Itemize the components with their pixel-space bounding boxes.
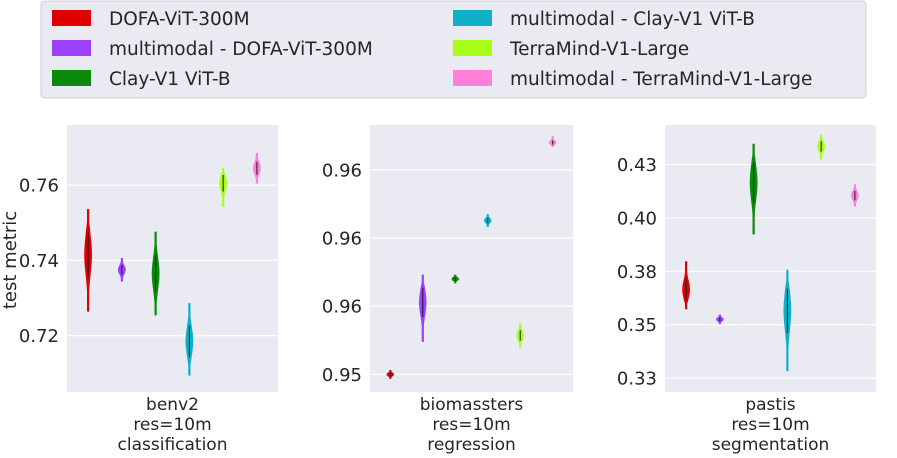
legend-label: multimodal - Clay-V1 ViT-B	[510, 9, 755, 30]
legend-label: TerraMind-V1-Large	[509, 39, 689, 60]
x-axis-label-line: benv2	[146, 395, 199, 415]
legend-item-multimodal-terramind-v1-large: multimodal - TerraMind-V1-Large	[453, 69, 812, 90]
x-axis-label-line: segmentation	[712, 435, 830, 455]
legend-item-multimodal-clay-v1-vit-b: multimodal - Clay-V1 ViT-B	[453, 9, 755, 30]
plot-area	[370, 125, 573, 392]
y-tick-label: 0.74	[19, 251, 59, 272]
y-tick-label: 0.43	[617, 155, 657, 176]
legend: DOFA-ViT-300M multimodal - DOFA-ViT-300M C…	[40, 0, 867, 99]
y-tick-label: 0.96	[322, 297, 362, 318]
legend-swatch	[453, 10, 492, 26]
legend-item-terramind-v1-large: TerraMind-V1-Large	[453, 39, 689, 60]
y-axis-label: test metric	[0, 211, 21, 309]
legend-label: multimodal - DOFA-ViT-300M	[109, 39, 373, 60]
panel-pastis: 0.33 0.35 0.38 0.40 0.43 pastisres=10msegment…	[617, 125, 876, 455]
x-axis-label-line: res=10m	[432, 415, 510, 435]
y-tick-label: 0.33	[617, 369, 657, 390]
legend-item-dofa-vit-300m: DOFA-ViT-300M	[52, 9, 250, 30]
legend-label: multimodal - TerraMind-V1-Large	[510, 69, 812, 90]
legend-swatch	[52, 70, 91, 86]
legend-swatch	[453, 40, 492, 56]
y-tick-label: 0.72	[19, 326, 59, 347]
plot-area	[665, 125, 876, 392]
y-tick-label: 0.96	[322, 160, 362, 181]
legend-swatch	[52, 10, 91, 26]
legend-item-multimodal-dofa-vit-300m: multimodal - DOFA-ViT-300M	[52, 39, 373, 60]
x-axis-label-line: res=10m	[731, 415, 809, 435]
plot-area	[67, 125, 278, 392]
x-axis-label-line: res=10m	[133, 415, 211, 435]
y-tick-label: 0.35	[617, 315, 657, 336]
legend-item-clay-v1-vit-b: Clay-V1 ViT-B	[52, 69, 231, 90]
panel-biomassters: 0.95 0.96 0.96 0.96 biomasstersres=10mregres…	[322, 125, 573, 455]
y-tick-label: 0.95	[322, 365, 362, 386]
y-tick-label: 0.38	[617, 262, 657, 283]
panels: 0.720.740.76benv2res=10mclassification0.…	[19, 125, 876, 455]
x-axis-label-line: pastis	[745, 395, 795, 415]
x-axis-label-line: regression	[427, 435, 516, 455]
legend-label: DOFA-ViT-300M	[109, 9, 250, 30]
legend-label: Clay-V1 ViT-B	[109, 69, 231, 90]
x-axis-label-line: biomassters	[420, 395, 524, 415]
x-axis-label-line: classification	[118, 435, 228, 455]
legend-swatch	[52, 40, 91, 56]
legend-swatch	[453, 70, 492, 86]
y-tick-label: 0.40	[617, 208, 657, 229]
y-tick-label: 0.76	[19, 176, 59, 197]
y-tick-label: 0.96	[322, 229, 362, 250]
